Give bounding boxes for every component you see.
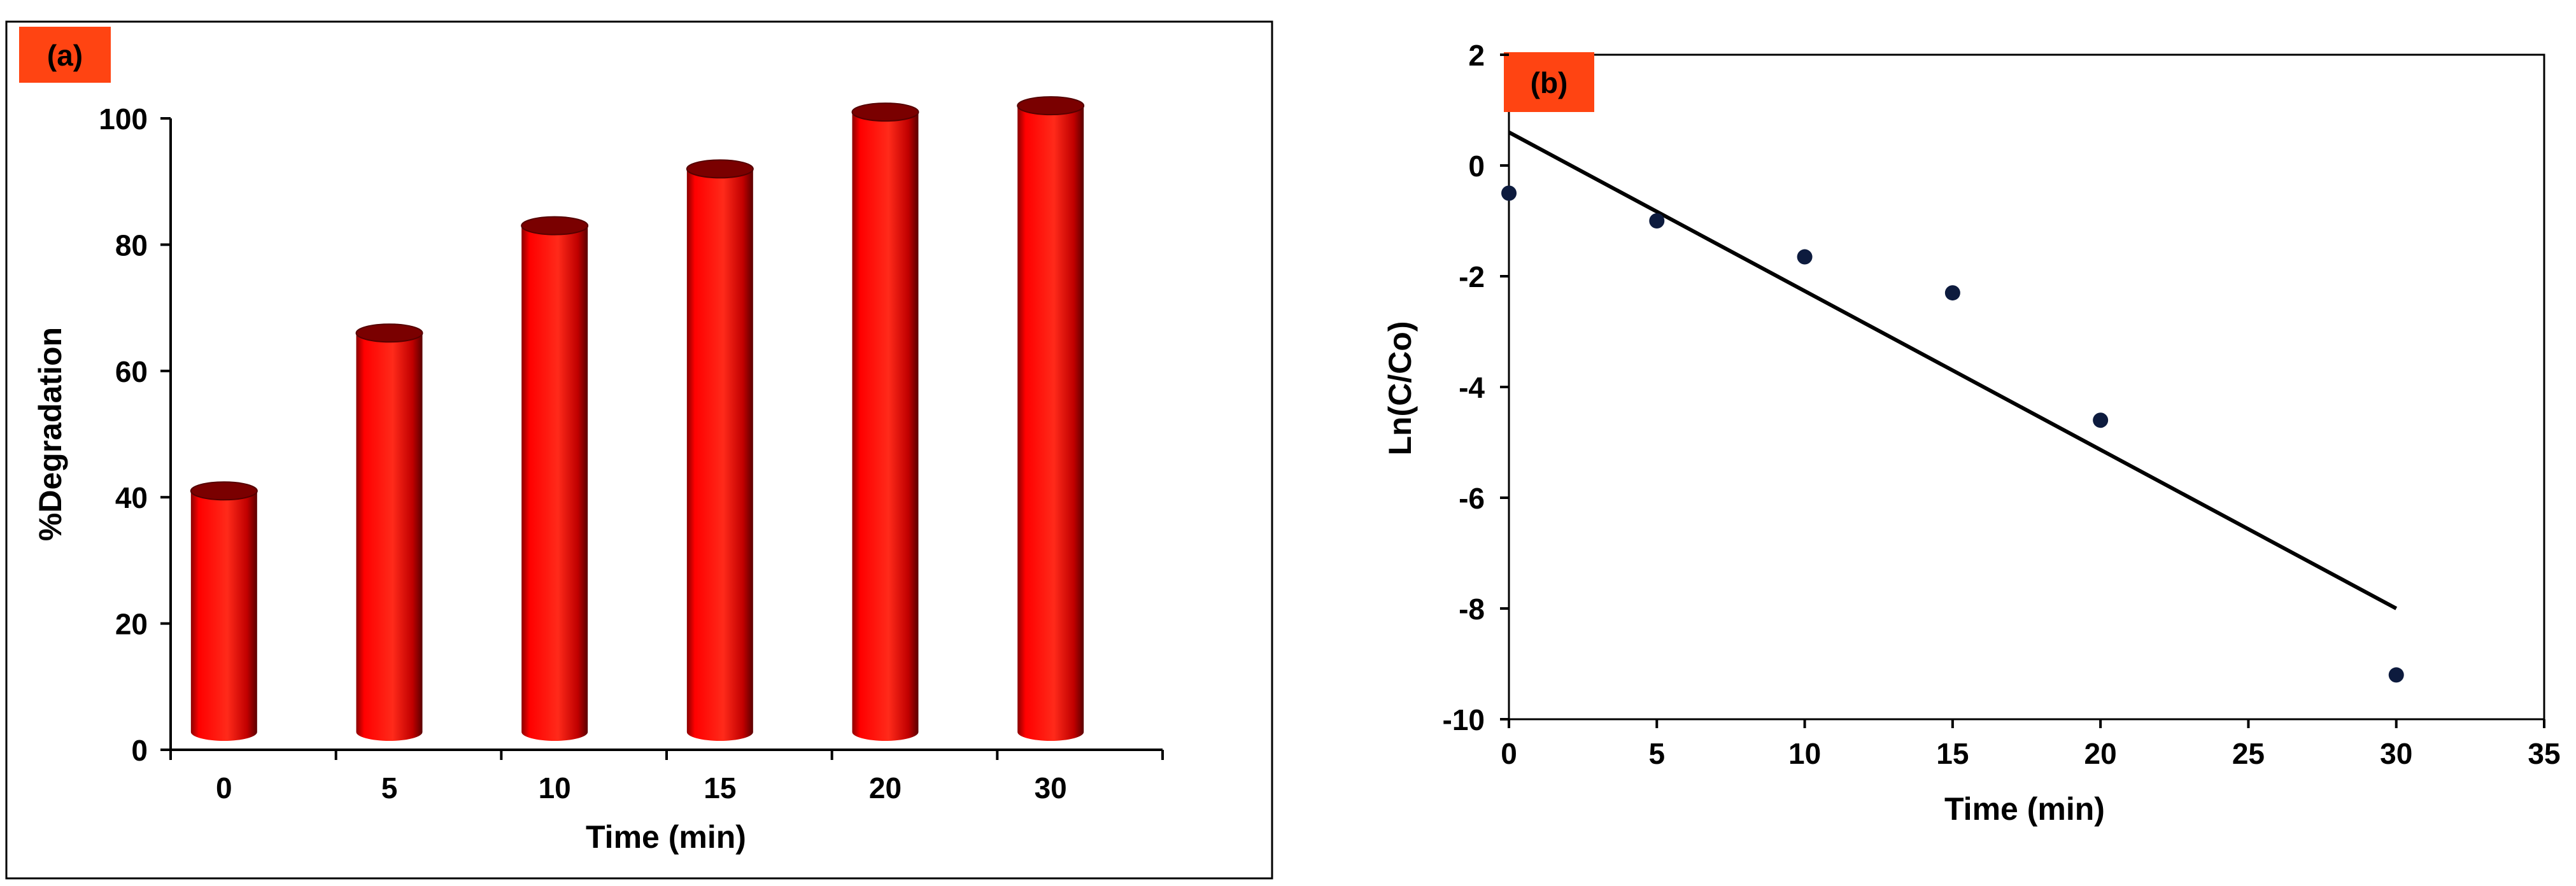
y-tick-label: -6 [1459,482,1485,515]
x-tick-label: 35 [2528,737,2560,770]
y-tick-label: -2 [1459,260,1485,293]
bar-body [521,225,588,741]
y-tick-label: -4 [1459,371,1485,404]
panel-a-x-label: Time (min) [586,819,746,855]
data-point [1797,249,1813,265]
data-point [2093,412,2109,428]
bar-body [190,491,257,741]
y-tick-label: 80 [115,229,148,262]
y-tick-label: 20 [115,608,148,641]
x-tick-label: 0 [216,771,232,805]
panel-a-label: (a) [47,39,83,72]
y-tick-label: 2 [1468,39,1485,72]
bar-top [521,216,589,236]
x-tick-label: 20 [2084,737,2117,770]
bar-top [851,102,919,122]
bar-top [355,323,423,343]
bar-body [356,333,423,741]
panel-a-label-box [19,27,111,83]
x-tick-label: 10 [539,771,571,805]
panel-a-bars [190,96,1085,741]
y-tick-label: 0 [1468,150,1485,183]
x-tick-label: 30 [2380,737,2412,770]
bar-top [1017,96,1085,116]
panel-a-x-ticks: 0 5 10 15 20 30 [169,750,1164,805]
y-tick-label: 40 [115,481,148,514]
x-tick-label: 15 [704,771,736,805]
panel-b-y-ticks: 2 0 -2 -4 -6 -8 -10 [1443,39,1509,736]
panel-b-plot-area [1508,53,2545,721]
data-point [1501,185,1517,201]
x-tick-label: 0 [1501,737,1517,770]
data-point [1649,213,1665,229]
bar [851,102,919,741]
panel-b-label-box [1504,52,1594,112]
y-tick-label: 0 [131,734,148,767]
panel-a-y-label: %Degradation [32,327,68,541]
panel-b-x-ticks: 0 5 10 15 20 25 30 35 [1501,719,2561,770]
panel-b-scatter-chart: (b) 20-2-4-6-8-10 0 5 10 15 20 25 30 35 Time (m… [1382,39,2561,827]
bar [686,159,754,741]
bar-top [190,481,258,501]
x-tick-label: 30 [1035,771,1067,805]
x-tick-label: 15 [1936,737,1969,770]
panel-a-y-ticks: 0 20 40 60 80 100 [99,102,171,767]
x-tick-label: 5 [381,771,398,805]
y-tick-label: 100 [99,102,148,136]
x-tick-label: 25 [2232,737,2265,770]
bar [521,216,589,741]
y-tick-label: -8 [1459,593,1485,626]
data-point [1944,285,1960,301]
y-tick-label: 60 [115,355,148,388]
bar-body [686,169,753,741]
panel-b-fit-line-group [1508,130,2398,610]
panel-b-points [1501,185,2404,683]
panel-a-bar-chart: (a) 0 20 40 60 80 100 0 5 10 15 20 30 Time (min) %… [5,20,1273,880]
panel-b-label: (b) [1531,66,1568,99]
bar-body [1017,106,1084,741]
y-tick-label: -10 [1443,703,1485,736]
bar-top [686,159,754,179]
panel-b-y-label: Ln(C/Co) [1382,321,1418,455]
x-tick-label: 20 [869,771,902,805]
bar-body [852,112,919,741]
bar [355,323,423,741]
bar [1017,96,1085,741]
fit-line [1508,130,2398,610]
data-point [2388,667,2404,683]
x-tick-label: 5 [1648,737,1665,770]
bar [190,481,258,741]
x-tick-label: 10 [1788,737,1821,770]
panel-b-x-label: Time (min) [1944,791,2105,827]
